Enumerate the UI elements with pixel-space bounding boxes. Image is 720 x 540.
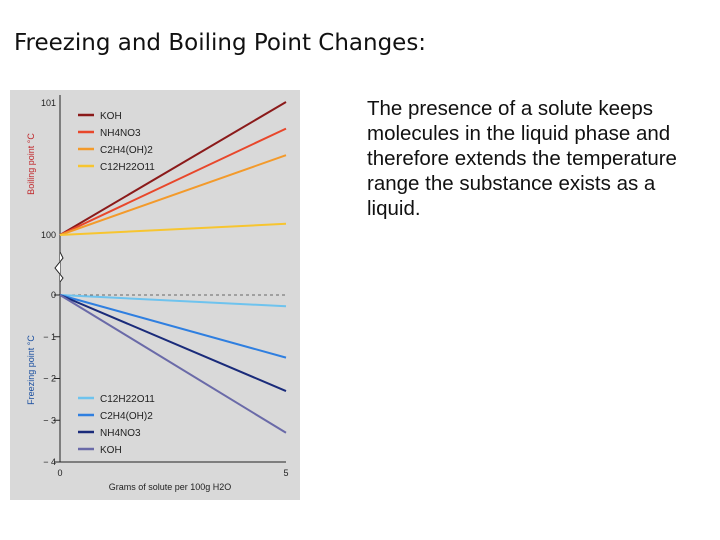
boiling-legend-label-2: C2H4(OH)2 xyxy=(100,145,153,156)
boiling-series-line-1 xyxy=(59,127,287,236)
y-tick-label-101: 101 xyxy=(41,98,56,108)
chart-panel: Boiling point °C Freezing point °C 101 1… xyxy=(10,90,300,500)
y-tick-label-freezing-4: − 4 xyxy=(43,457,56,467)
y-tick-label-freezing-3: − 3 xyxy=(43,415,56,425)
boiling-series-line-3 xyxy=(59,222,287,236)
x-tick-label-5: 5 xyxy=(283,468,288,478)
freezing-legend-label-1: C2H4(OH)2 xyxy=(100,411,153,422)
y-tick-label-freezing-1: − 1 xyxy=(43,332,56,342)
freezing-legend-label-2: NH4NO3 xyxy=(100,428,141,439)
y-tick-label-100: 100 xyxy=(41,230,56,240)
boiling-series-line-2 xyxy=(59,154,287,236)
x-tick-label-0: 0 xyxy=(57,468,62,478)
freezing-axis-label: Freezing point °C xyxy=(26,335,36,405)
y-tick-label-freezing-0: 0 xyxy=(51,290,56,300)
freezing-series-line-3 xyxy=(59,294,287,434)
body-text: The presence of a solute keeps molecules… xyxy=(367,97,677,220)
slide-title: Freezing and Boiling Point Changes: xyxy=(14,30,427,56)
boiling-legend-label-3: C12H22O11 xyxy=(100,162,155,173)
freezing-series-line-2 xyxy=(59,294,287,392)
boiling-legend-label-1: NH4NO3 xyxy=(100,128,141,139)
y-tick-label-freezing-2: − 2 xyxy=(43,374,56,384)
boiling-legend-label-0: KOH xyxy=(100,111,122,122)
freezing-legend-label-0: C12H22O11 xyxy=(100,394,155,405)
freezing-legend-label-3: KOH xyxy=(100,445,122,456)
freezing-series-line-1 xyxy=(59,294,287,359)
freezing-series-line-0 xyxy=(59,294,287,308)
axis-break xyxy=(54,251,64,283)
boiling-series-line-0 xyxy=(59,101,287,236)
boiling-freezing-chart: Boiling point °C Freezing point °C 101 1… xyxy=(10,90,300,500)
x-axis-label: Grams of solute per 100g H2O xyxy=(109,482,232,492)
boiling-axis-label: Boiling point °C xyxy=(26,133,36,195)
